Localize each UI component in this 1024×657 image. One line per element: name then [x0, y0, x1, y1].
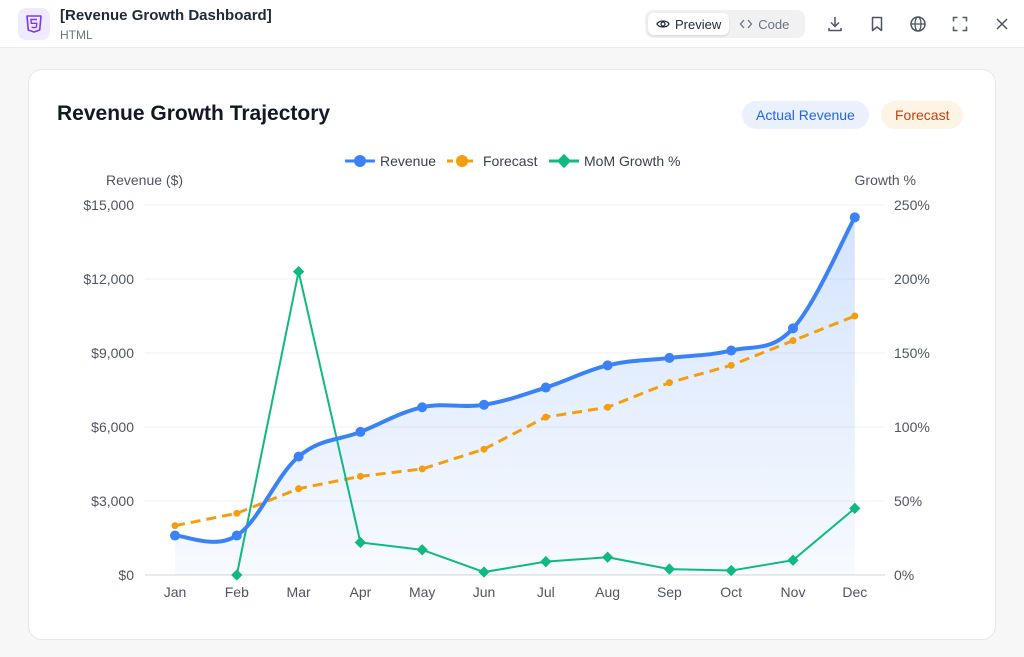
eye-icon: [656, 20, 670, 28]
fullscreen-icon[interactable]: [950, 14, 970, 34]
close-icon[interactable]: [992, 14, 1012, 34]
globe-icon[interactable]: [908, 14, 928, 34]
preview-tab[interactable]: Preview: [648, 13, 730, 35]
download-icon[interactable]: [825, 14, 845, 34]
code-icon: [739, 19, 753, 29]
html5-icon: [18, 8, 50, 40]
top-bar: [Revenue Growth Dashboard] HTML Preview …: [0, 0, 1024, 48]
preview-label: Preview: [675, 16, 722, 32]
view-toggle: Preview Code: [645, 10, 805, 38]
forecast-pill[interactable]: Forecast: [881, 101, 964, 129]
document-title: [Revenue Growth Dashboard]: [60, 7, 272, 24]
chart-card: Revenue Growth Trajectory Actual Revenue…: [28, 69, 996, 640]
document-type: HTML: [60, 28, 93, 42]
bookmark-icon[interactable]: [867, 14, 887, 34]
actual-revenue-pill[interactable]: Actual Revenue: [742, 101, 869, 129]
code-label: Code: [758, 16, 790, 32]
code-tab[interactable]: Code: [731, 13, 797, 35]
chart-title: Revenue Growth Trajectory: [57, 102, 331, 125]
